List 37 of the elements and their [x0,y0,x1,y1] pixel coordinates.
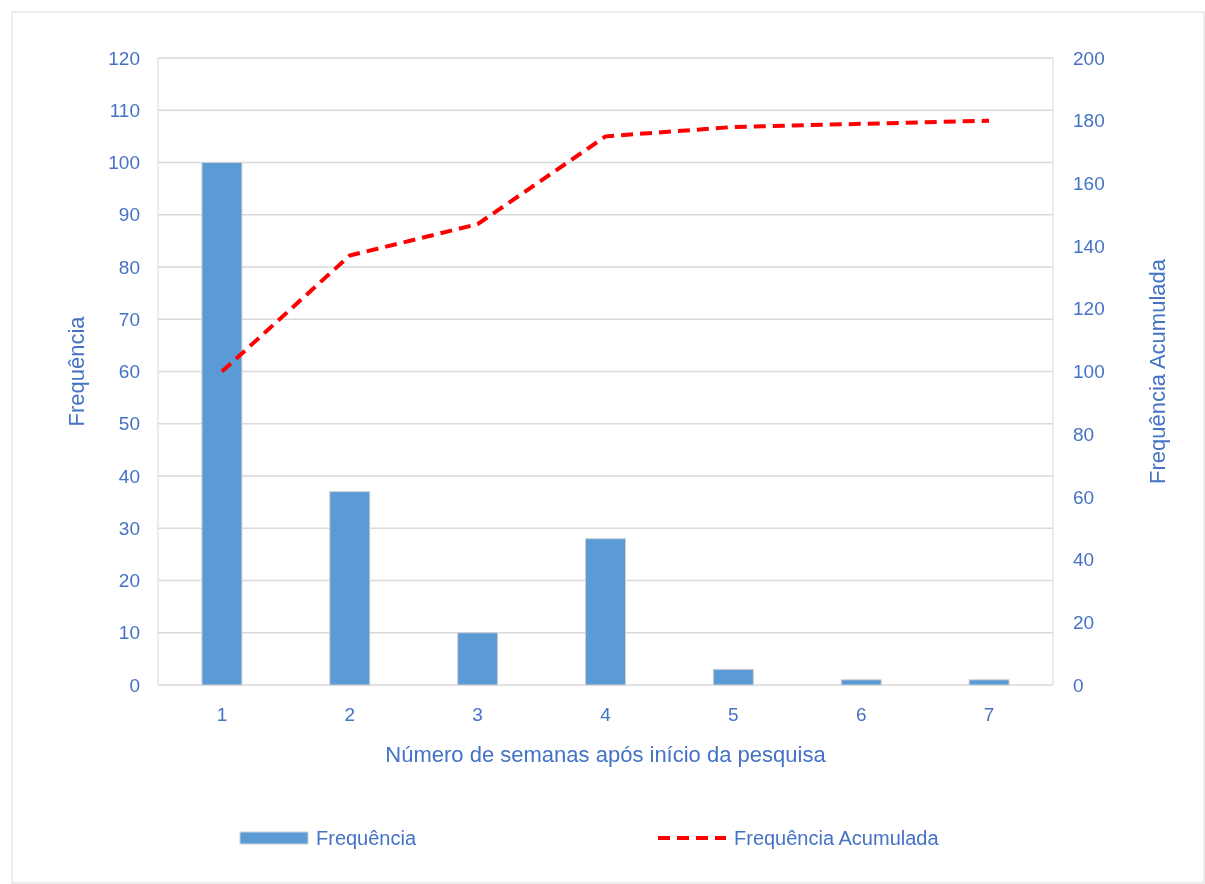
y-tick-label: 10 [118,622,140,644]
y-tick-label: 100 [108,152,140,174]
x-tick-label: 6 [855,704,867,725]
y2-tick-label: 160 [1073,173,1105,195]
y2-tick-label: 120 [1073,298,1105,320]
y2-tick-label: 80 [1073,423,1095,445]
y-tick-label: 0 [129,674,140,696]
y2-tick-label: 200 [1073,47,1105,69]
y-tick-label: 80 [118,256,140,278]
legend-label: Frequência Acumulada [734,827,940,849]
x-tick-label: 1 [216,704,228,725]
y-tick-label: 30 [118,517,140,539]
y2-tick-label: 60 [1073,486,1095,508]
y2-tick-label: 100 [1073,361,1105,383]
y2-tick-label: 180 [1073,110,1105,132]
y-tick-label: 20 [118,570,140,592]
y-tick-label: 90 [118,204,140,226]
y2-tick-label: 0 [1073,674,1084,696]
x-tick-label: 3 [472,704,483,725]
x-tick-label: 7 [983,704,995,725]
line-series [219,118,992,374]
y-tick-label: 120 [108,47,140,69]
y2-tick-label: 20 [1073,611,1095,633]
x-axis-title: Número de semanas após início da pesquisa [385,742,827,767]
y2-tick-label: 140 [1073,235,1105,257]
y-tick-label: 70 [118,308,140,330]
x-tick-label: 4 [600,704,612,725]
y-tick-label: 50 [118,413,140,435]
x-tick-label: 2 [344,704,356,725]
y-axis-title: Frequência [64,315,89,427]
x-tick-label: 5 [728,704,739,725]
y2-axis-title: Frequência Acumulada [1145,258,1170,485]
legend-label: Frequência [316,827,417,849]
y2-tick-label: 40 [1073,549,1095,571]
y-tick-label: 110 [109,99,140,121]
y-tick-label: 40 [118,465,140,487]
y-tick-label: 60 [118,361,140,383]
